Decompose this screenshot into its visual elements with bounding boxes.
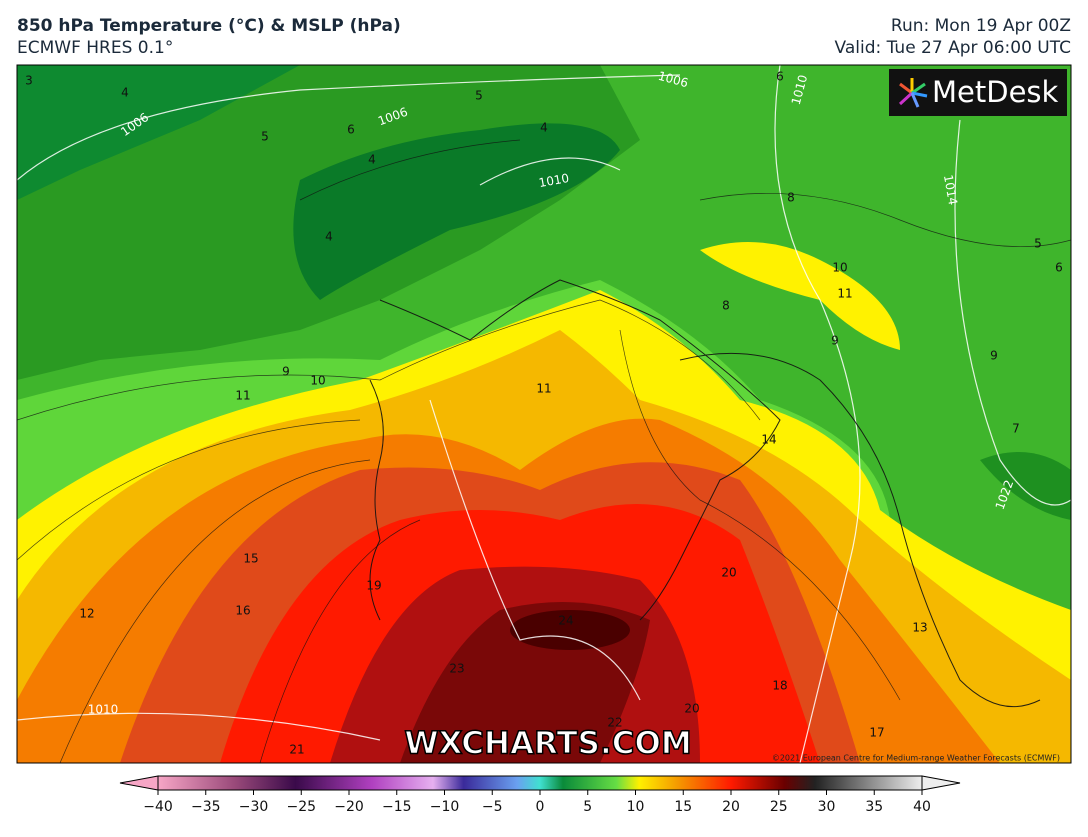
contour-label: 18: [772, 679, 787, 693]
colorbar-tick-label: 35: [865, 799, 883, 815]
contour-label: 8: [787, 191, 795, 205]
contour-label: 9: [831, 334, 839, 348]
contour-label: 10: [832, 261, 847, 275]
colorbar-tick-label: 15: [674, 799, 692, 815]
run: Run: Mon 19 Apr 00Z: [891, 16, 1071, 36]
colorbar-tick-label: 25: [770, 799, 788, 815]
contour-label: 4: [540, 121, 548, 135]
contour-label: 11: [837, 287, 852, 301]
map-frame: [16, 64, 1072, 764]
contour-label: 11: [235, 389, 250, 403]
colorbar-low-end: [119, 775, 159, 791]
contour-label: 16: [235, 604, 250, 618]
contour-label: 3: [25, 74, 33, 88]
contour-label: 1014: [941, 174, 960, 207]
contour-label: 4: [368, 153, 376, 167]
colorbar-tick-label: 20: [722, 799, 740, 815]
colorbar-tick-label: −35: [191, 799, 221, 815]
colorbar-high-end: [921, 775, 961, 791]
contour-label: 4: [325, 230, 333, 244]
contour-label: 20: [684, 702, 699, 716]
logo-box: [889, 69, 1067, 116]
logo-text: MetDesk: [932, 75, 1059, 109]
contour-label: 8: [722, 299, 730, 313]
contour-label: 14: [761, 433, 776, 447]
colorbar-tick-label: −20: [334, 799, 364, 815]
colorbar-tick-label: −15: [382, 799, 412, 815]
contour-label: 17: [869, 726, 884, 740]
contour-label: 22: [607, 716, 622, 730]
contour-label: 5: [261, 130, 269, 144]
colorbar-tick-label: −25: [286, 799, 316, 815]
colorbar-tick-label: −40: [143, 799, 173, 815]
map: [17, 65, 1071, 763]
contour-label: 7: [1012, 422, 1020, 436]
contour-label: 9: [990, 349, 998, 363]
contour-label: 12: [79, 607, 94, 621]
colorbar-tick-label: 5: [583, 799, 592, 815]
contour-label: 10: [310, 374, 325, 388]
title: 850 hPa Temperature (°C) & MSLP (hPa): [17, 16, 401, 36]
contour-label: 5: [1034, 237, 1042, 251]
contour-label: 1010: [88, 703, 119, 717]
watermark: WXCHARTS.COM: [404, 726, 691, 762]
contour-label: 15: [243, 552, 258, 566]
colorbar: [157, 775, 923, 791]
contour-label: 20: [721, 566, 736, 580]
colorbar-tick-label: 0: [536, 799, 545, 815]
contour-label: 4: [121, 86, 129, 100]
contour-label: 24: [558, 614, 573, 628]
model: ECMWF HRES 0.1°: [17, 38, 173, 58]
colorbar-tick-label: −5: [482, 799, 503, 815]
colorbar-ticks: −40 −35 −30 −25 −20 −15 −10 −5 0 5 10 15 20 25 30 35 40: [143, 790, 931, 815]
contour-label: 19: [366, 579, 381, 593]
contour-label: 23: [449, 662, 464, 676]
colorbar-tick-label: 10: [627, 799, 645, 815]
contour-label: 6: [1055, 261, 1063, 275]
colorbar-tick-label: 40: [913, 799, 931, 815]
copyright: ©2021 European Centre for Medium-range W…: [772, 754, 1060, 763]
contour-label: 6: [347, 123, 355, 137]
contour-label: 13: [912, 621, 927, 635]
colorbar-tick-label: 30: [818, 799, 836, 815]
contour-label: 21: [289, 743, 304, 757]
colorbar-tick-label: −10: [430, 799, 460, 815]
contour-label: 1010: [538, 171, 571, 190]
colorbar-tick-label: −30: [239, 799, 269, 815]
contour-label: 5: [475, 89, 483, 103]
contour-label: 9: [282, 365, 290, 379]
valid: Valid: Tue 27 Apr 06:00 UTC: [835, 38, 1071, 58]
logo-icon: [898, 78, 928, 108]
contour-label: 11: [536, 382, 551, 396]
contour-label: 6: [776, 70, 784, 84]
